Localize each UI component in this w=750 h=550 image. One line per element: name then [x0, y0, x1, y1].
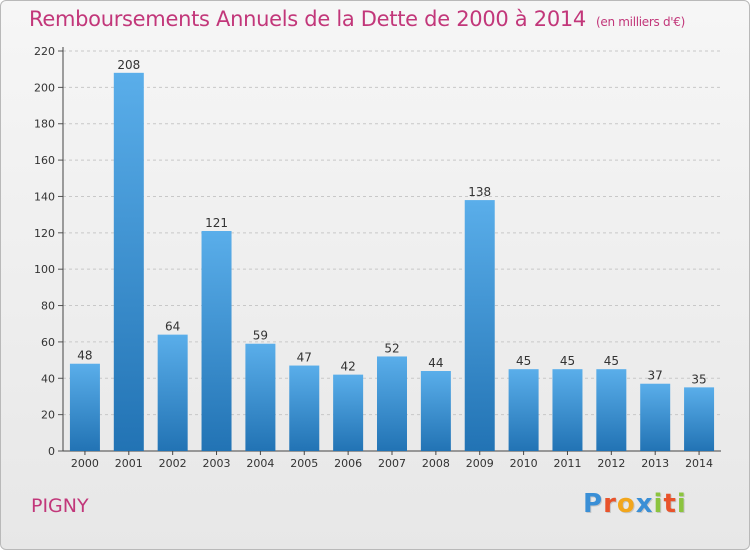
- data-label: 52: [384, 341, 399, 355]
- town-name: PIGNY: [31, 495, 89, 517]
- x-tick-label: 2000: [71, 457, 99, 470]
- bar: [420, 371, 451, 451]
- bar: [245, 343, 276, 451]
- logo-letter: i: [676, 489, 687, 519]
- x-tick-label: 2004: [246, 457, 274, 470]
- y-tick-label: 80: [41, 300, 55, 313]
- bar: [464, 200, 495, 451]
- x-tick-label: 2008: [422, 457, 450, 470]
- x-tick-label: 2005: [290, 457, 318, 470]
- y-tick-label: 140: [34, 190, 55, 203]
- bar: [289, 365, 320, 451]
- y-tick-label: 180: [34, 118, 55, 131]
- y-tick-label: 60: [41, 336, 55, 349]
- logo-letter: i: [653, 489, 664, 519]
- x-tick-label: 2014: [685, 457, 713, 470]
- proxiti-logo: Proxiti: [583, 489, 687, 519]
- bar: [113, 72, 144, 452]
- x-tick-label: 2003: [203, 457, 231, 470]
- x-tick-label: 2010: [510, 457, 538, 470]
- y-tick-label: 160: [34, 154, 55, 167]
- data-label: 44: [428, 356, 443, 370]
- y-tick-label: 40: [41, 372, 55, 385]
- x-tick-label: 2006: [334, 457, 362, 470]
- bar: [596, 369, 627, 451]
- data-label: 208: [117, 58, 140, 72]
- y-tick-label: 20: [41, 409, 55, 422]
- chart-subtitle: (en milliers d'€): [596, 15, 686, 29]
- bar: [640, 383, 671, 451]
- data-label: 45: [516, 354, 531, 368]
- data-label: 45: [560, 354, 575, 368]
- y-tick-label: 120: [34, 227, 55, 240]
- logo-letter: t: [663, 489, 677, 519]
- x-tick-label: 2007: [378, 457, 406, 470]
- chart-title-text: Remboursements Annuels de la Dette de 20…: [29, 7, 586, 31]
- y-tick-label: 0: [48, 445, 55, 458]
- x-tick-label: 2009: [466, 457, 494, 470]
- data-label: 48: [77, 349, 92, 363]
- chart-title: Remboursements Annuels de la Dette de 20…: [29, 7, 685, 31]
- y-tick-label: 100: [34, 263, 55, 276]
- logo-letter: r: [603, 489, 617, 519]
- y-tick-label: 220: [34, 45, 55, 58]
- x-tick-label: 2001: [115, 457, 143, 470]
- data-label: 35: [691, 372, 706, 386]
- data-label: 42: [340, 360, 355, 374]
- data-label: 45: [604, 354, 619, 368]
- bar: [201, 231, 232, 451]
- data-label: 121: [205, 216, 228, 230]
- data-label: 64: [165, 320, 180, 334]
- bar: [69, 363, 100, 451]
- data-label: 37: [648, 369, 663, 383]
- logo-letter: o: [616, 489, 636, 519]
- data-label: 138: [468, 185, 491, 199]
- bar: [333, 374, 364, 451]
- x-tick-label: 2011: [553, 457, 581, 470]
- data-label: 59: [253, 329, 268, 343]
- bar: [157, 334, 188, 451]
- bar: [684, 387, 715, 451]
- bar: [508, 369, 539, 451]
- data-label: 47: [297, 351, 312, 365]
- x-tick-label: 2002: [159, 457, 187, 470]
- x-tick-label: 2013: [641, 457, 669, 470]
- x-tick-label: 2012: [597, 457, 625, 470]
- logo-letter: x: [635, 489, 654, 519]
- bar: [552, 369, 583, 451]
- y-tick-label: 200: [34, 81, 55, 94]
- logo-letter: P: [583, 489, 604, 519]
- bar: [377, 356, 407, 451]
